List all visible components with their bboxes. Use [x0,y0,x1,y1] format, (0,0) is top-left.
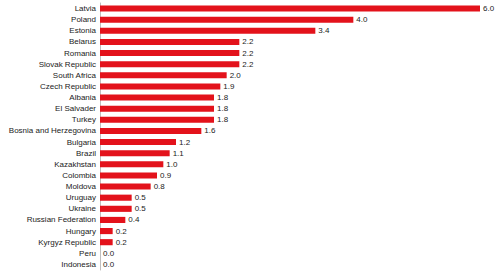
svg-text:0.8: 0.8 [154,182,166,191]
svg-text:Romania: Romania [64,49,97,58]
svg-text:Kyrgyz Republic: Kyrgyz Republic [38,238,96,247]
svg-text:0.2: 0.2 [116,238,128,247]
svg-text:Brazil: Brazil [76,149,96,158]
svg-text:0.0: 0.0 [103,249,115,258]
svg-text:1.9: 1.9 [223,82,235,91]
svg-text:Slovak Republic: Slovak Republic [39,60,96,69]
svg-text:Hungary: Hungary [66,227,96,236]
svg-text:1.1: 1.1 [173,149,185,158]
svg-text:1.2: 1.2 [179,138,191,147]
svg-text:Czech Republic: Czech Republic [40,82,96,91]
svg-text:Colombia: Colombia [62,171,96,180]
svg-text:Latvia: Latvia [75,4,97,13]
svg-text:0.2: 0.2 [116,227,128,236]
svg-text:1.8: 1.8 [217,104,229,113]
svg-text:Russian Federation: Russian Federation [27,215,96,224]
svg-text:Ukraine: Ukraine [68,204,96,213]
svg-text:0.5: 0.5 [135,204,147,213]
svg-text:2.0: 2.0 [230,71,242,80]
svg-text:Belarus: Belarus [69,37,96,46]
svg-text:2.2: 2.2 [242,49,254,58]
svg-text:Indonesia: Indonesia [61,260,96,269]
svg-text:Uruguay: Uruguay [66,193,96,202]
svg-text:1.8: 1.8 [217,115,229,124]
svg-text:3.4: 3.4 [318,26,330,35]
svg-text:0.4: 0.4 [128,215,140,224]
svg-text:South Africa: South Africa [53,71,97,80]
svg-text:Turkey: Turkey [72,115,96,124]
svg-text:1.8: 1.8 [217,93,229,102]
svg-text:2.2: 2.2 [242,60,254,69]
svg-text:Poland: Poland [71,15,96,24]
svg-text:Kazakhstan: Kazakhstan [54,160,96,169]
svg-text:Bosnia and Herzegovina: Bosnia and Herzegovina [9,126,97,135]
svg-text:1.0: 1.0 [166,160,178,169]
svg-text:0.5: 0.5 [135,193,147,202]
svg-text:0.0: 0.0 [103,260,115,269]
svg-text:Moldova: Moldova [66,182,97,191]
svg-text:4.0: 4.0 [356,15,368,24]
svg-text:Albania: Albania [69,93,96,102]
svg-text:Estonia: Estonia [69,26,96,35]
svg-text:1.6: 1.6 [204,126,216,135]
svg-text:Peru: Peru [79,249,96,258]
svg-text:0.9: 0.9 [160,171,172,180]
svg-text:2.2: 2.2 [242,37,254,46]
svg-text:Bulgaria: Bulgaria [67,138,97,147]
svg-text:6.0: 6.0 [483,4,495,13]
svg-text:El Salvader: El Salvader [55,104,96,113]
